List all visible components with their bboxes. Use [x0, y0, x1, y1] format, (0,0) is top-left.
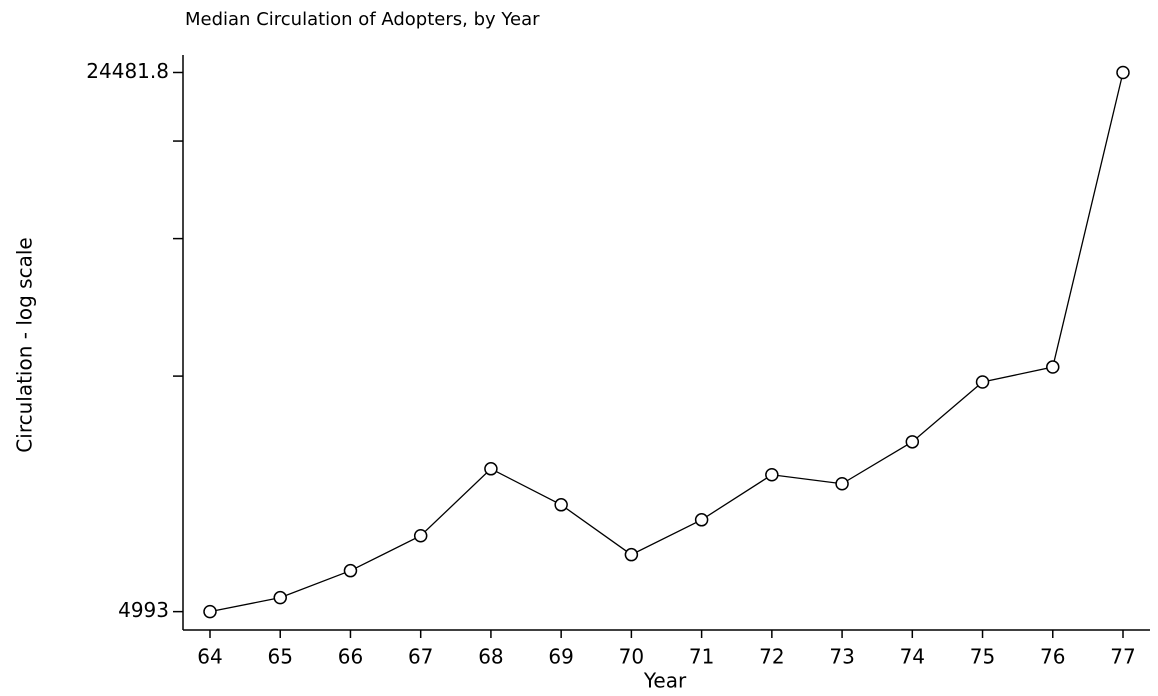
point: [554, 498, 568, 512]
x-tick-label: 64: [197, 645, 222, 669]
line: [209, 72, 1124, 613]
y-tick-label: 24481.8: [86, 59, 169, 83]
x-tick-label: 65: [268, 645, 293, 669]
x-tick-label: 77: [1110, 645, 1135, 669]
point: [1116, 65, 1130, 80]
x-tick-label: 71: [689, 645, 714, 669]
x-tick-label: 68: [478, 645, 503, 669]
x-tick-label: 73: [829, 645, 854, 669]
point: [624, 547, 639, 562]
point: [835, 477, 849, 491]
point: [484, 462, 498, 476]
point: [1046, 360, 1060, 374]
x-tick-label: 76: [1040, 645, 1065, 669]
point: [343, 563, 358, 578]
point: [765, 467, 779, 482]
x-tick-label: 75: [970, 645, 995, 669]
point: [905, 435, 920, 449]
y-tick-label: 4993: [118, 598, 169, 622]
x-axis-label: Year: [643, 669, 687, 693]
x-tick-label: 67: [408, 645, 433, 669]
x-tick-label: 74: [900, 645, 925, 669]
x-tick-label: 70: [619, 645, 644, 669]
x-tick-label: 66: [338, 645, 363, 669]
point: [203, 604, 217, 619]
point: [975, 375, 990, 389]
x-tick-label: 69: [548, 645, 573, 669]
chart-title: Median Circulation of Adopters, by Year: [185, 9, 540, 30]
point: [694, 513, 709, 527]
point: [413, 529, 428, 543]
y-axis-label: Circulation - log scale: [13, 237, 37, 452]
x-tick-label: 72: [759, 645, 784, 669]
point: [273, 590, 287, 605]
